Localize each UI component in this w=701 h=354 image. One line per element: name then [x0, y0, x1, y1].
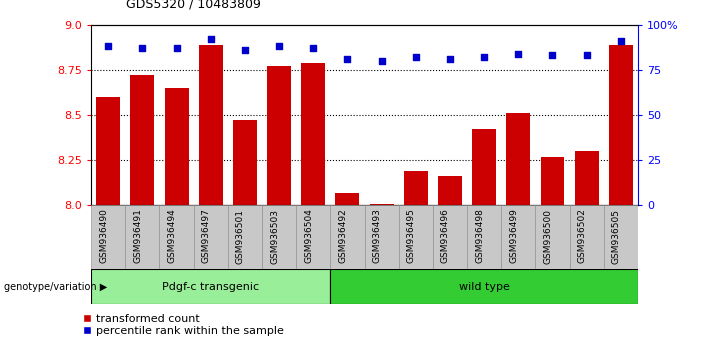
Bar [96, 97, 120, 205]
Text: GSM936491: GSM936491 [133, 209, 142, 263]
Bar [301, 63, 325, 205]
Text: Pdgf-c transgenic: Pdgf-c transgenic [162, 282, 259, 292]
Bar [165, 88, 189, 205]
Point [308, 45, 319, 51]
Text: genotype/variation ▶: genotype/variation ▶ [4, 282, 107, 292]
Bar [91, 269, 330, 304]
Bar [404, 171, 428, 205]
Text: GSM936498: GSM936498 [475, 209, 484, 263]
Point [342, 56, 353, 62]
Bar [130, 75, 154, 205]
Bar [536, 205, 570, 269]
Bar [233, 120, 257, 205]
Legend: transformed count, percentile rank within the sample: transformed count, percentile rank withi… [83, 314, 284, 336]
Text: GSM936492: GSM936492 [339, 209, 348, 263]
Bar [369, 204, 393, 205]
Bar [609, 45, 633, 205]
Text: GSM936500: GSM936500 [543, 209, 552, 263]
Text: GSM936496: GSM936496 [441, 209, 450, 263]
Text: GSM936490: GSM936490 [100, 209, 108, 263]
Text: GDS5320 / 10483809: GDS5320 / 10483809 [126, 0, 261, 11]
Bar [262, 205, 296, 269]
Point [102, 44, 114, 49]
Point [137, 45, 148, 51]
Bar [267, 66, 291, 205]
Bar [604, 205, 638, 269]
Point [615, 38, 627, 44]
Text: GSM936503: GSM936503 [270, 209, 279, 263]
Bar [297, 205, 330, 269]
Bar [330, 205, 365, 269]
Text: GSM936494: GSM936494 [168, 209, 177, 263]
Bar [330, 269, 638, 304]
Text: GSM936499: GSM936499 [510, 209, 518, 263]
Bar [438, 176, 462, 205]
Bar [365, 205, 399, 269]
Bar [540, 156, 564, 205]
Bar [399, 205, 433, 269]
Point [479, 55, 490, 60]
Point [512, 51, 524, 57]
Bar [228, 205, 262, 269]
Text: GSM936497: GSM936497 [202, 209, 211, 263]
Text: GSM936493: GSM936493 [373, 209, 381, 263]
Point [444, 56, 456, 62]
Point [581, 53, 592, 58]
Text: GSM936504: GSM936504 [304, 209, 313, 263]
Point [239, 47, 250, 53]
Bar [199, 45, 223, 205]
Point [410, 55, 421, 60]
Bar [569, 205, 604, 269]
Bar [506, 113, 530, 205]
Text: GSM936505: GSM936505 [612, 209, 621, 263]
Bar [91, 205, 125, 269]
Point [171, 45, 182, 51]
Bar [575, 151, 599, 205]
Bar [193, 205, 228, 269]
Bar [336, 193, 360, 205]
Point [547, 53, 558, 58]
Text: wild type: wild type [458, 282, 510, 292]
Bar [433, 205, 467, 269]
Bar [160, 205, 193, 269]
Point [273, 44, 285, 49]
Text: GSM936495: GSM936495 [407, 209, 416, 263]
Point [376, 58, 387, 64]
Point [205, 36, 217, 42]
Bar [472, 130, 496, 205]
Text: GSM936502: GSM936502 [578, 209, 587, 263]
Text: GSM936501: GSM936501 [236, 209, 245, 263]
Bar [467, 205, 501, 269]
Bar [501, 205, 536, 269]
Bar [125, 205, 160, 269]
